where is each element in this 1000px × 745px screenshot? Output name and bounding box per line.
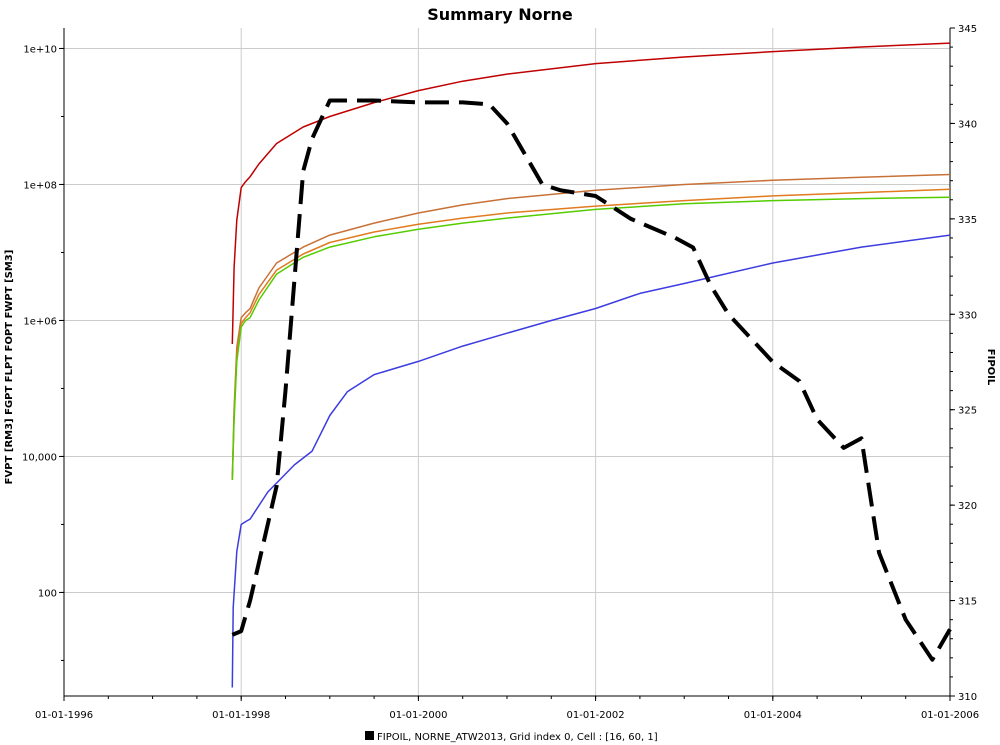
y-tick-label: 1e+08: [23, 180, 57, 191]
y-tick-label: 1e+10: [23, 44, 57, 55]
series-line-3: [231, 188, 951, 481]
x-tick-label: 01-01-2002: [567, 710, 625, 721]
x-tick-label: 01-01-2006: [921, 710, 979, 721]
series-line-5: [231, 234, 951, 688]
y-axis-title: FVPT [RM3] FGPT FLPT FOPT FWPT [SM3]: [4, 250, 15, 485]
y2-tick-label: 340: [958, 119, 977, 130]
y-tick-label: 100: [38, 588, 57, 599]
y-axis-right: 310 315 320 325 330 335 340 345: [950, 24, 977, 703]
y2-tick-label: 320: [958, 501, 977, 512]
chart-title: Summary Norne: [427, 5, 573, 24]
x-tick-label: 01-01-2000: [389, 710, 447, 721]
y2-tick-label: 310: [958, 692, 977, 703]
plot-area-frame: [63, 28, 951, 697]
y-tick-label: 10,000: [22, 452, 57, 463]
y2-tick-label: 315: [958, 597, 977, 608]
y-tick-label: 1e+06: [23, 316, 57, 327]
x-tick-label: 01-01-1996: [35, 710, 93, 721]
x-axis: 01-01-1996 01-01-1998 01-01-2000 01-01-2002…: [35, 696, 979, 721]
y2-tick-label: 345: [958, 24, 977, 35]
series-layer: [231, 42, 952, 688]
legend: FIPOIL, NORNE_ATW2013, Grid index 0, Cel…: [365, 731, 658, 743]
series-line-1: [231, 42, 951, 345]
y2-tick-label: 330: [958, 310, 977, 321]
y2-tick-label: 325: [958, 406, 977, 417]
legend-entry-fipoil: FIPOIL, NORNE_ATW2013, Grid index 0, Cel…: [377, 732, 658, 743]
legend-swatch: [365, 731, 374, 740]
series-line-4: [231, 196, 951, 481]
series-line-6: [231, 98, 952, 662]
grid-lines: [63, 28, 951, 696]
y2-axis-title: FIPOIL: [985, 349, 996, 386]
x-tick-label: 01-01-2004: [744, 710, 802, 721]
series-line-2: [231, 173, 951, 481]
y2-tick-label: 335: [958, 215, 977, 226]
y-axis-left: 100 10,000 1e+06 1e+08 1e+10: [22, 44, 64, 661]
x-tick-label: 01-01-1998: [212, 710, 270, 721]
